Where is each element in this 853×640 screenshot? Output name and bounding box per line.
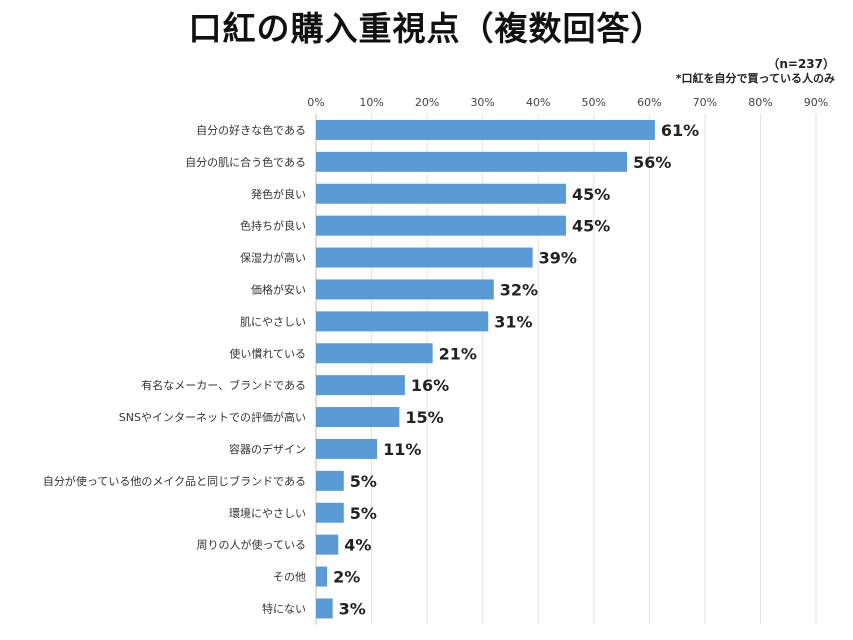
sample-size: （n=237）	[767, 57, 835, 71]
bar	[316, 438, 378, 459]
category-label: 保湿力が高い	[240, 251, 306, 265]
bar	[316, 502, 344, 523]
bar	[316, 183, 566, 204]
category-label: 自分の好きな色である	[196, 123, 306, 137]
data-label: 5%	[350, 472, 377, 491]
x-tick-label: 60%	[637, 96, 661, 109]
category-label: 特にない	[262, 601, 306, 615]
x-tick-label: 20%	[415, 96, 439, 109]
data-label: 4%	[344, 536, 371, 555]
data-label: 31%	[494, 312, 532, 331]
data-label: 39%	[539, 249, 577, 268]
data-label: 11%	[383, 440, 421, 459]
data-label: 45%	[572, 185, 610, 204]
bar	[316, 598, 333, 619]
category-label: 肌にやさしい	[240, 315, 306, 328]
data-label: 2%	[333, 568, 360, 587]
category-label: SNSやインターネットでの評価が高い	[119, 410, 306, 424]
data-label: 15%	[405, 408, 443, 427]
bar	[316, 343, 433, 364]
bar	[316, 247, 533, 268]
bar	[316, 311, 489, 332]
x-tick-label: 0%	[307, 96, 324, 109]
bar	[316, 407, 400, 428]
category-label: 色持ちが良い	[240, 219, 306, 233]
category-label: 価格が安い	[251, 282, 306, 296]
x-tick-label: 80%	[748, 96, 772, 109]
category-label: その他	[273, 571, 306, 584]
data-labels: 61% 56% 45% 45% 39%32% 31% 21% 16% 15% 11% 5% 5% 4% 2…	[333, 121, 699, 619]
category-label: 発色が良い	[251, 187, 306, 201]
data-label: 56%	[633, 153, 671, 172]
x-tick-label: 50%	[582, 96, 606, 109]
category-label: 自分が使っている他のメイク品と同じブランドである	[43, 474, 306, 488]
bar	[316, 279, 494, 300]
data-label: 3%	[339, 599, 366, 618]
data-label: 5%	[350, 504, 377, 523]
chart-note: *口紅を自分で買っている人のみ	[675, 72, 835, 85]
category-labels: 自分の好きな色である自分の肌に合う色である発色が良い色持ちが良い保湿力が高い価格…	[43, 123, 306, 616]
bar	[316, 151, 628, 172]
x-tick-label: 90%	[804, 96, 828, 109]
bar	[316, 215, 566, 236]
bar	[316, 534, 339, 555]
data-label: 45%	[572, 217, 610, 236]
category-label: 環境にやさしい	[229, 506, 306, 520]
x-tick-label: 30%	[470, 96, 494, 109]
x-axis-ticks: 0% 10% 20% 30% 40% 50% 60% 70% 80% 90%	[307, 96, 828, 109]
bar	[316, 470, 344, 491]
chart-title: 口紅の購入重視点（複数回答）	[188, 9, 665, 48]
category-label: 自分の肌に合う色である	[185, 155, 306, 169]
data-label: 16%	[411, 376, 449, 395]
x-tick-label: 40%	[526, 96, 550, 109]
bar	[316, 119, 655, 140]
x-tick-label: 70%	[693, 96, 717, 109]
category-label: 有名なメーカー、ブランドである	[141, 378, 306, 392]
category-label: 容器のデザイン	[229, 442, 306, 456]
category-label: 周りの人が使っている	[197, 538, 306, 552]
bar	[316, 375, 405, 396]
x-tick-label: 10%	[359, 96, 383, 109]
category-label: 使い慣れている	[229, 346, 306, 360]
data-label: 32%	[500, 280, 538, 299]
data-label: 61%	[661, 121, 699, 140]
bar	[316, 566, 328, 587]
data-label: 21%	[439, 344, 477, 363]
bars	[316, 119, 655, 619]
